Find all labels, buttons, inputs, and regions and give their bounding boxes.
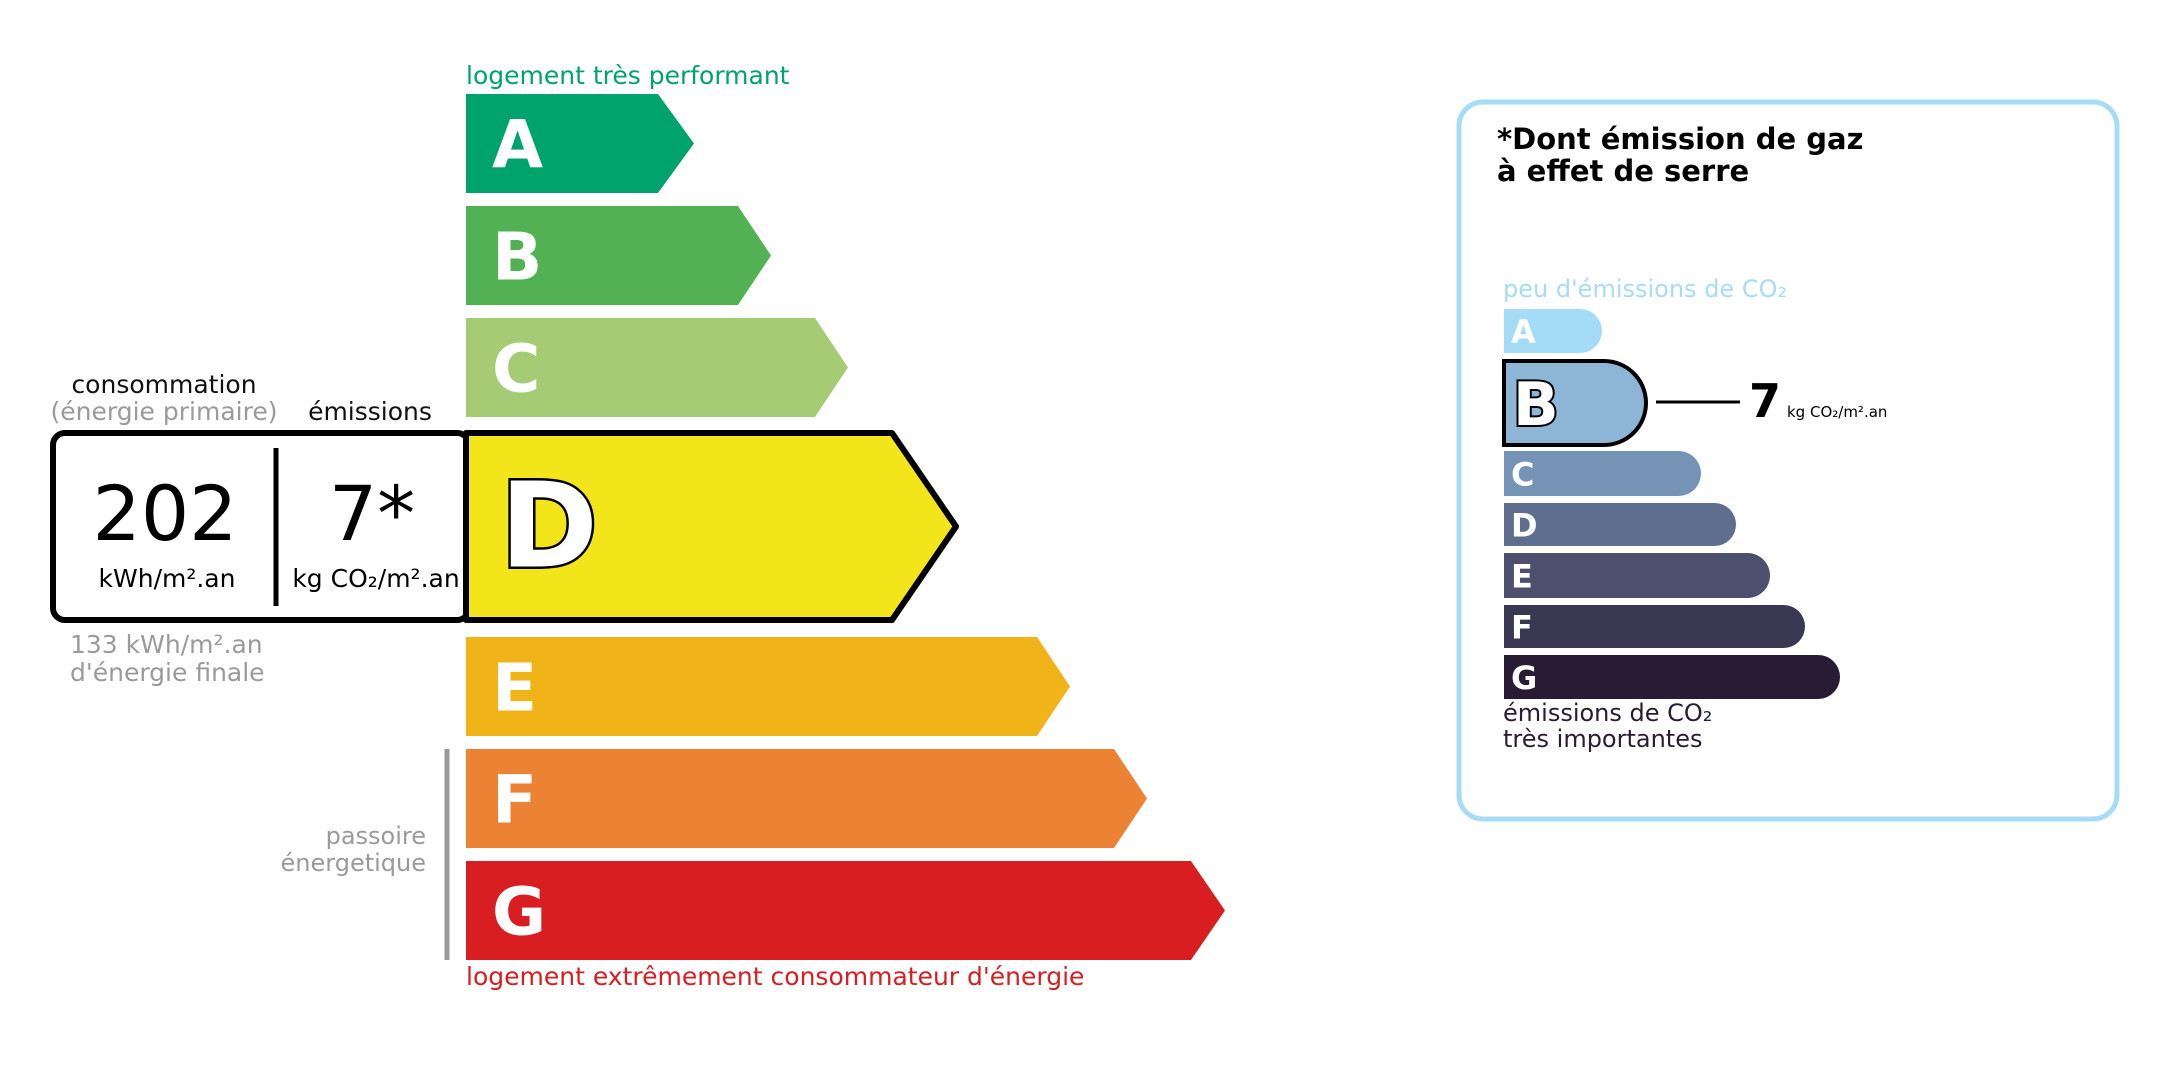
ges-class-c-bar <box>1504 451 1701 496</box>
energy-bottom-label: logement extrêmement consommateur d'éner… <box>466 962 1085 991</box>
energy-class-a-bar <box>466 94 694 193</box>
ges-title-1: *Dont émission de gaz <box>1497 122 1864 156</box>
energy-top-label: logement très performant <box>466 61 790 90</box>
energy-class-c-bar <box>466 318 848 417</box>
consumption-label: consommation <box>71 370 257 399</box>
energy-class-b-letter: B <box>492 219 542 296</box>
energy-class-c-letter: C <box>492 331 540 408</box>
consumption-unit: kWh/m².an <box>98 564 236 593</box>
ges-class-d-letter: D <box>1511 507 1538 545</box>
energy-class-e-bar <box>466 637 1070 736</box>
ges-unit: kg CO₂/m².an <box>1787 403 1888 421</box>
ges-class-g-bar <box>1504 655 1840 699</box>
ges-class-a-bar <box>1504 309 1602 353</box>
ges-bottom-label-2: très importantes <box>1503 725 1703 753</box>
ges-class-c-letter: C <box>1511 456 1534 494</box>
final-energy-label: d'énergie finale <box>70 658 265 687</box>
final-energy-value: 133 kWh/m².an <box>70 630 263 659</box>
passoire-label-2: énergetique <box>280 849 426 877</box>
ges-title-2: à effet de serre <box>1497 154 1750 188</box>
energy-class-e-letter: E <box>492 650 537 727</box>
energy-class-g-bar <box>466 861 1225 960</box>
ges-class-b-letter: B <box>1513 370 1559 440</box>
emissions-unit: kg CO₂/m².an <box>292 564 460 593</box>
ges-class-b-bar <box>1502 359 1648 447</box>
ges-class-f-letter: F <box>1511 609 1533 647</box>
ges-top-label: peu d'émissions de CO₂ <box>1503 275 1788 303</box>
emissions-label: émissions <box>308 397 432 426</box>
emissions-value: 7* <box>328 469 416 558</box>
ges-class-e-bar <box>1504 553 1771 598</box>
ges-class-g-letter: G <box>1511 659 1537 697</box>
energy-class-g-letter: G <box>492 874 546 951</box>
ges-class-d-bar <box>1504 503 1736 546</box>
energy-class-a-letter: A <box>492 107 543 184</box>
energy-class-d-letter: D <box>500 457 598 595</box>
ges-bottom-label-1: émissions de CO₂ <box>1503 699 1713 727</box>
energy-class-f-bar <box>466 749 1147 848</box>
ges-class-f-bar <box>1504 605 1805 648</box>
ges-class-e-letter: E <box>1511 558 1533 596</box>
ges-value: 7 <box>1749 374 1782 428</box>
energy-class-b-bar <box>466 206 771 305</box>
consumption-value: 202 <box>92 469 238 558</box>
consumption-sublabel: (énergie primaire) <box>50 397 278 426</box>
energy-class-d-bar <box>463 430 959 623</box>
energy-class-f-letter: F <box>492 762 537 839</box>
passoire-label-1: passoire <box>325 822 426 850</box>
ges-class-a-letter: A <box>1511 313 1536 351</box>
